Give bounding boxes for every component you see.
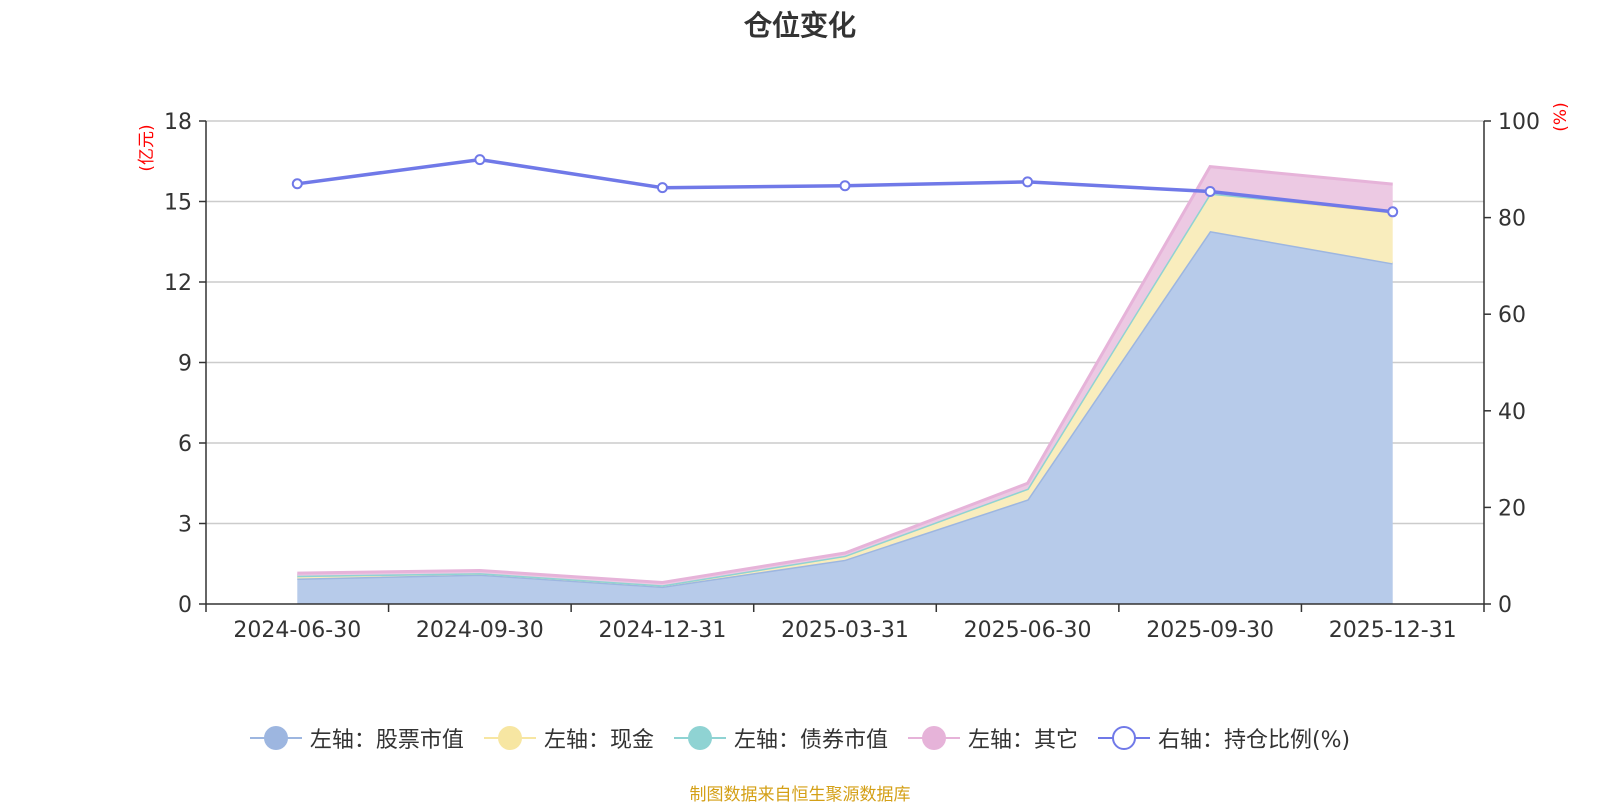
right-tick-label: 20 [1498, 496, 1526, 521]
left-tick-label: 0 [178, 593, 192, 618]
x-tick-label: 2025-03-31 [781, 618, 909, 643]
left-tick-label: 15 [164, 191, 192, 216]
right-tick-label: 100 [1498, 110, 1540, 135]
right-tick-label: 0 [1498, 593, 1512, 618]
right-tick-label: 40 [1498, 400, 1526, 425]
ratio-point[interactable] [474, 154, 486, 166]
area-series-edge [297, 165, 1393, 585]
x-tick-label: 2024-09-30 [416, 618, 544, 643]
area-series-fill [297, 231, 1393, 604]
area-series [297, 165, 1393, 604]
legend-item[interactable]: 左轴：现金 [483, 722, 654, 754]
legend-label: 右轴：持仓比例(%) [1157, 728, 1351, 753]
position-change-chart: 0 3 6 9 12 15 18 0 20 40 60 80 100 2024-06-30 2024-09-… [137, 102, 1571, 643]
area-series-fill [297, 193, 1393, 587]
ratio-point[interactable] [1204, 186, 1216, 198]
legend-item[interactable]: 右轴：持仓比例(%) [1097, 722, 1351, 754]
x-tick-label: 2025-06-30 [964, 618, 1092, 643]
axes: 0 3 6 9 12 15 18 0 20 40 60 80 100 2024-06-30 2024-09-… [164, 110, 1540, 643]
legend-item[interactable]: 左轴：债券市值 [673, 722, 888, 754]
legend-label: 左轴：其它 [967, 728, 1078, 753]
legend-label: 左轴：债券市值 [733, 728, 888, 753]
ratio-point[interactable] [839, 180, 851, 192]
legend-marker-icon [907, 725, 960, 751]
legend-marker-icon [673, 725, 726, 751]
legend-item[interactable]: 左轴：其它 [907, 722, 1078, 754]
ratio-point[interactable] [1022, 176, 1034, 188]
source-note: 制图数据来自恒生聚源数据库 [689, 785, 911, 805]
ratio-point[interactable] [291, 178, 303, 190]
x-tick-label: 2025-12-31 [1329, 618, 1457, 643]
legend: 左轴：股票市值 左轴：现金 左轴：债券市值 左轴：其它 右轴：持仓比例(%) [0, 722, 1600, 754]
left-tick-label: 18 [164, 110, 192, 135]
left-tick-label: 12 [164, 271, 192, 296]
right-axis-unit: (%) [1551, 102, 1571, 131]
left-axis-unit: (亿元) [137, 124, 157, 171]
right-tick-label: 60 [1498, 303, 1526, 328]
legend-item[interactable]: 左轴：股票市值 [249, 722, 464, 754]
x-tick-label: 2024-06-30 [233, 618, 361, 643]
legend-label: 左轴：现金 [543, 728, 654, 753]
x-tick-label: 2025-09-30 [1146, 618, 1274, 643]
grid-lines [206, 120, 1484, 525]
ratio-point[interactable] [656, 182, 668, 194]
ratio-line [291, 154, 1399, 218]
left-tick-label: 9 [178, 352, 192, 377]
legend-label: 左轴：股票市值 [309, 728, 464, 753]
right-tick-label: 80 [1498, 207, 1526, 232]
chart-title: 仓位变化 [743, 9, 856, 42]
legend-marker-icon [1097, 725, 1150, 751]
left-tick-label: 6 [178, 432, 192, 457]
legend-marker-icon [483, 725, 536, 751]
x-tick-label: 2024-12-31 [598, 618, 726, 643]
legend-marker-icon [249, 725, 302, 751]
left-tick-label: 3 [178, 513, 192, 538]
ratio-point[interactable] [1387, 206, 1399, 218]
